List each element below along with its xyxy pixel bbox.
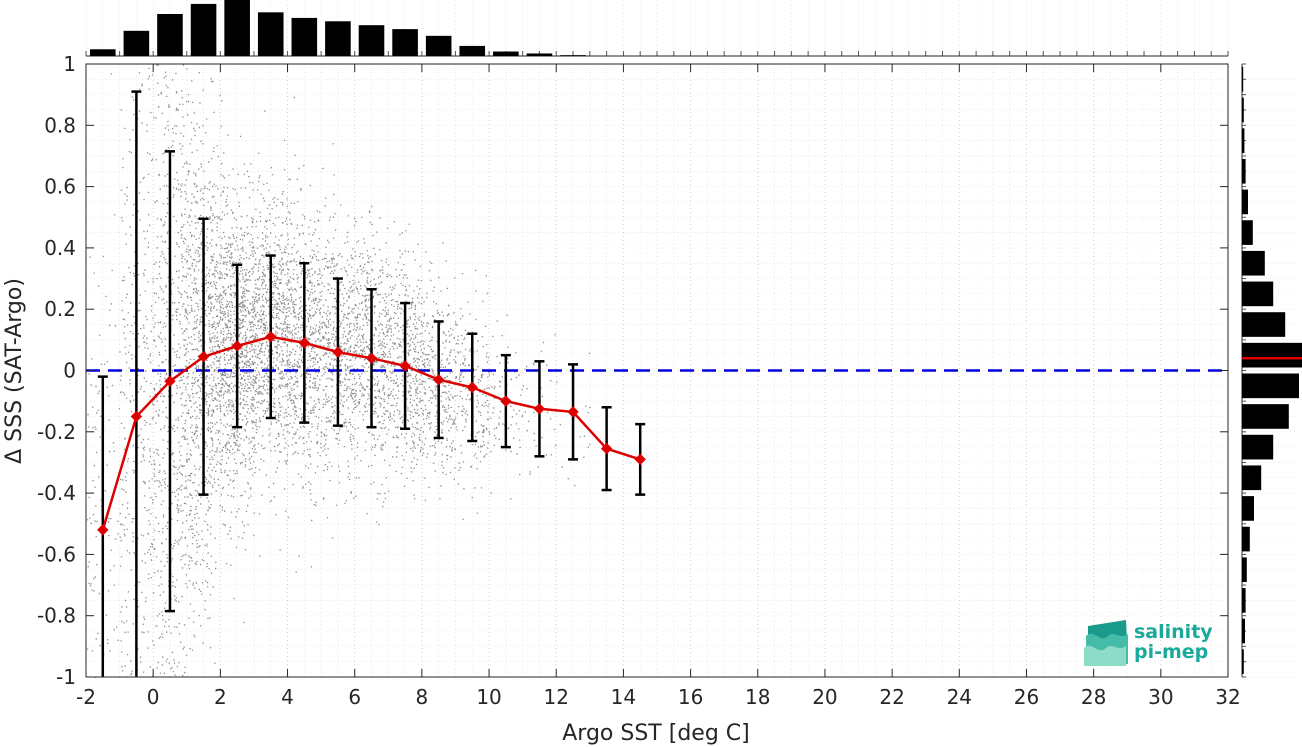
right-hist-bar bbox=[1242, 97, 1244, 123]
mean-point bbox=[600, 442, 613, 455]
top-histogram bbox=[85, 0, 1229, 57]
right-hist-bar bbox=[1242, 220, 1253, 245]
x-tick-label: 8 bbox=[416, 685, 429, 709]
top-hist-bar bbox=[425, 35, 452, 56]
y-tick-label: -0.4 bbox=[37, 481, 76, 505]
top-hist-bar bbox=[325, 21, 351, 57]
top-hist-bar bbox=[157, 14, 183, 56]
x-tick-label: 6 bbox=[348, 685, 361, 709]
y-tick-label: 0.8 bbox=[44, 113, 76, 137]
right-hist-bar bbox=[1242, 373, 1299, 399]
x-tick-label: 14 bbox=[611, 685, 636, 709]
right-hist-bar bbox=[1242, 312, 1286, 337]
top-hist-bar bbox=[560, 55, 586, 56]
mean-point bbox=[197, 350, 210, 363]
mean-point bbox=[332, 346, 344, 358]
x-tick-label: 10 bbox=[476, 685, 501, 709]
x-tick-label: 26 bbox=[1014, 685, 1039, 709]
mean-point bbox=[399, 360, 411, 372]
mean-point bbox=[634, 453, 646, 466]
right-hist-bar bbox=[1242, 465, 1262, 491]
top-hist-bar bbox=[392, 29, 418, 56]
right-hist-bar bbox=[1242, 557, 1247, 583]
logo-line1: salinity bbox=[1134, 621, 1213, 643]
right-hist-bar bbox=[1242, 618, 1245, 644]
top-hist-bar bbox=[190, 3, 217, 57]
mean-point bbox=[164, 375, 176, 387]
right-hist-bar bbox=[1242, 128, 1245, 153]
mean-point bbox=[432, 373, 445, 386]
y-tick-labels: -1 -0.8 -0.6 -0.4 -0.2 0 0.2 0.4 0.6 0.8 1 bbox=[37, 52, 76, 689]
y-tick-label: -0.8 bbox=[37, 604, 76, 628]
plot-axes bbox=[85, 63, 1229, 678]
x-tick-label: 12 bbox=[544, 685, 569, 709]
top-hist-bar bbox=[493, 51, 519, 56]
x-tick-label: 16 bbox=[678, 685, 703, 709]
y-tick-label: -0.6 bbox=[37, 542, 76, 566]
right-hist-bar bbox=[1242, 404, 1289, 429]
y-tick-label: 1 bbox=[63, 52, 76, 76]
top-hist-bar bbox=[257, 12, 284, 56]
x-tick-labels: -2 0 2 4 6 8 10 12 14 16 18 20 22 24 26 28 30 32 bbox=[76, 685, 1241, 709]
logo-line2: pi-mep bbox=[1134, 641, 1208, 663]
x-tick-label: -2 bbox=[76, 685, 96, 709]
y-tick-label: 0.2 bbox=[44, 297, 76, 321]
mean-point bbox=[533, 403, 546, 415]
right-hist-bar bbox=[1242, 158, 1246, 184]
right-hist-bar bbox=[1242, 434, 1274, 460]
x-axis-title: Argo SST [deg C] bbox=[562, 721, 749, 746]
y-tick-label: 0.4 bbox=[44, 236, 76, 260]
y-tick-label: 0.6 bbox=[44, 175, 76, 199]
top-hist-bar bbox=[358, 25, 385, 56]
x-tick-label: 32 bbox=[1215, 685, 1240, 709]
top-hist-bar bbox=[526, 53, 553, 56]
top-hist-bar bbox=[224, 0, 250, 56]
x-tick-label: 18 bbox=[745, 685, 770, 709]
mean-point bbox=[466, 381, 478, 394]
mean-point bbox=[365, 352, 378, 364]
x-tick-label: 30 bbox=[1148, 685, 1173, 709]
right-histogram bbox=[1241, 63, 1302, 678]
mean-point bbox=[265, 331, 277, 343]
x-tick-label: 20 bbox=[812, 685, 837, 709]
right-hist-bar bbox=[1242, 496, 1254, 521]
right-hist-bar bbox=[1242, 649, 1244, 674]
y-tick-label: 0 bbox=[63, 359, 76, 383]
right-hist-bar bbox=[1242, 281, 1274, 307]
right-hist-bar bbox=[1242, 588, 1246, 613]
top-hist-bar bbox=[123, 30, 150, 56]
x-tick-label: 0 bbox=[147, 685, 160, 709]
right-hist-bar bbox=[1242, 342, 1302, 368]
top-hist-bar bbox=[90, 49, 116, 56]
y-axis-title: Δ SSS (SAT-Argo) bbox=[2, 278, 27, 464]
y-tick-label: -0.2 bbox=[37, 420, 76, 444]
right-hist-bar bbox=[1242, 189, 1248, 215]
waves-icon bbox=[1084, 620, 1128, 666]
mean-point bbox=[231, 340, 243, 352]
binned-mean-series bbox=[97, 331, 646, 536]
mean-point bbox=[500, 395, 512, 407]
mean-point bbox=[130, 410, 143, 423]
right-hist-bar bbox=[1242, 67, 1244, 92]
salinity-pi-mep-logo: salinity pi-mep bbox=[1084, 620, 1213, 666]
mean-point bbox=[97, 524, 109, 536]
x-tick-label: 24 bbox=[947, 685, 972, 709]
top-hist-bar bbox=[291, 17, 318, 57]
x-tick-label: 4 bbox=[281, 685, 294, 709]
right-hist-bar bbox=[1242, 250, 1265, 276]
mean-point bbox=[298, 337, 311, 349]
error-bar bbox=[131, 90, 142, 677]
x-tick-label: 22 bbox=[879, 685, 904, 709]
right-hist-bar bbox=[1242, 526, 1250, 552]
mean-point bbox=[567, 406, 579, 418]
x-tick-label: 28 bbox=[1081, 685, 1106, 709]
x-tick-label: 2 bbox=[214, 685, 227, 709]
top-hist-bar bbox=[459, 45, 486, 56]
y-tick-label: -1 bbox=[56, 665, 76, 689]
